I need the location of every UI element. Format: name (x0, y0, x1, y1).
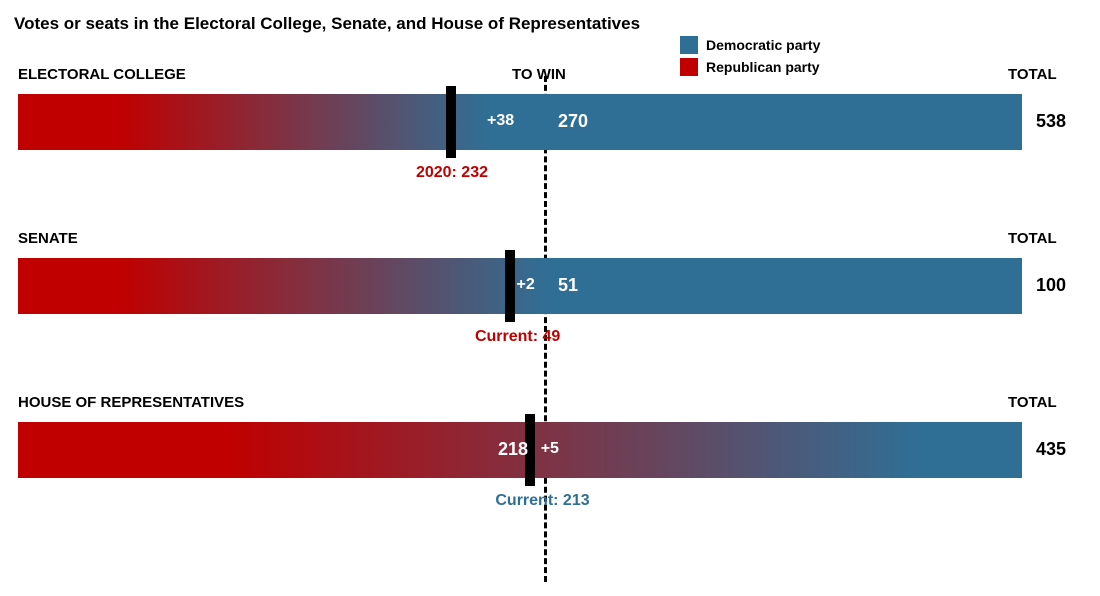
total-header: TOTAL (1008, 394, 1057, 411)
total-value: 538 (1036, 111, 1066, 132)
marker-label: Current: 49 (475, 328, 560, 346)
marker (446, 86, 456, 158)
legend: Democratic party Republican party (680, 36, 820, 80)
delta-label: +5 (541, 440, 559, 458)
marker-label: Current: 213 (495, 492, 589, 510)
total-value: 100 (1036, 275, 1066, 296)
chart-title: Votes or seats in the Electoral College,… (14, 14, 640, 34)
legend-item-rep: Republican party (680, 58, 820, 76)
to-win-value: 270 (558, 111, 588, 132)
marker (505, 250, 515, 322)
bar-fill (18, 94, 1022, 150)
delta-label: +2 (516, 276, 534, 294)
row-label: SENATE (18, 230, 78, 247)
row-label: HOUSE OF REPRESENTATIVES (18, 394, 244, 411)
legend-swatch-dem (680, 36, 698, 54)
total-header: TOTAL (1008, 66, 1057, 83)
total-value: 435 (1036, 439, 1066, 460)
to-win-value: 218 (498, 439, 528, 460)
marker-label: 2020: 232 (416, 164, 488, 182)
bar (18, 94, 1022, 150)
total-header: TOTAL (1008, 230, 1057, 247)
legend-label-dem: Democratic party (706, 37, 820, 53)
to-win-value: 51 (558, 275, 578, 296)
legend-item-dem: Democratic party (680, 36, 820, 54)
legend-swatch-rep (680, 58, 698, 76)
to-win-header: TO WIN (512, 66, 566, 83)
delta-label: +38 (487, 112, 514, 130)
legend-label-rep: Republican party (706, 59, 820, 75)
row-label: ELECTORAL COLLEGE (18, 66, 186, 83)
